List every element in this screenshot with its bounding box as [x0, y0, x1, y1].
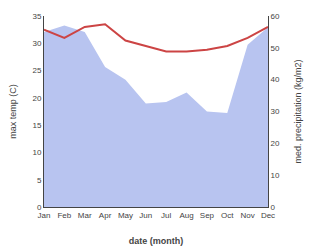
- svg-text:0: 0: [37, 203, 42, 212]
- svg-text:40: 40: [271, 75, 280, 84]
- svg-text:60: 60: [271, 12, 280, 21]
- svg-text:Feb: Feb: [57, 211, 71, 220]
- svg-text:Mar: Mar: [78, 211, 92, 220]
- svg-text:Oct: Oct: [221, 211, 234, 220]
- svg-text:50: 50: [271, 44, 280, 53]
- svg-text:Jul: Jul: [161, 211, 171, 220]
- svg-text:Nov: Nov: [241, 211, 255, 220]
- svg-text:35: 35: [32, 12, 41, 21]
- svg-text:date (month): date (month): [129, 236, 184, 246]
- svg-text:max temp (C): max temp (C): [8, 84, 18, 139]
- svg-text:5: 5: [37, 176, 42, 185]
- svg-text:Apr: Apr: [99, 211, 112, 220]
- svg-text:Sep: Sep: [200, 211, 215, 220]
- svg-text:0: 0: [271, 203, 276, 212]
- svg-text:May: May: [118, 211, 133, 220]
- svg-text:25: 25: [32, 66, 41, 75]
- svg-text:30: 30: [32, 39, 41, 48]
- svg-text:20: 20: [32, 94, 41, 103]
- svg-text:Jan: Jan: [38, 211, 51, 220]
- svg-text:med. precipitation (kg/m2): med. precipitation (kg/m2): [293, 59, 303, 163]
- svg-text:30: 30: [271, 107, 280, 116]
- svg-text:Jun: Jun: [139, 211, 152, 220]
- svg-text:20: 20: [271, 139, 280, 148]
- svg-text:10: 10: [32, 148, 41, 157]
- svg-text:10: 10: [271, 171, 280, 180]
- svg-text:Aug: Aug: [179, 211, 193, 220]
- svg-text:15: 15: [32, 121, 41, 130]
- svg-text:Dec: Dec: [261, 211, 275, 220]
